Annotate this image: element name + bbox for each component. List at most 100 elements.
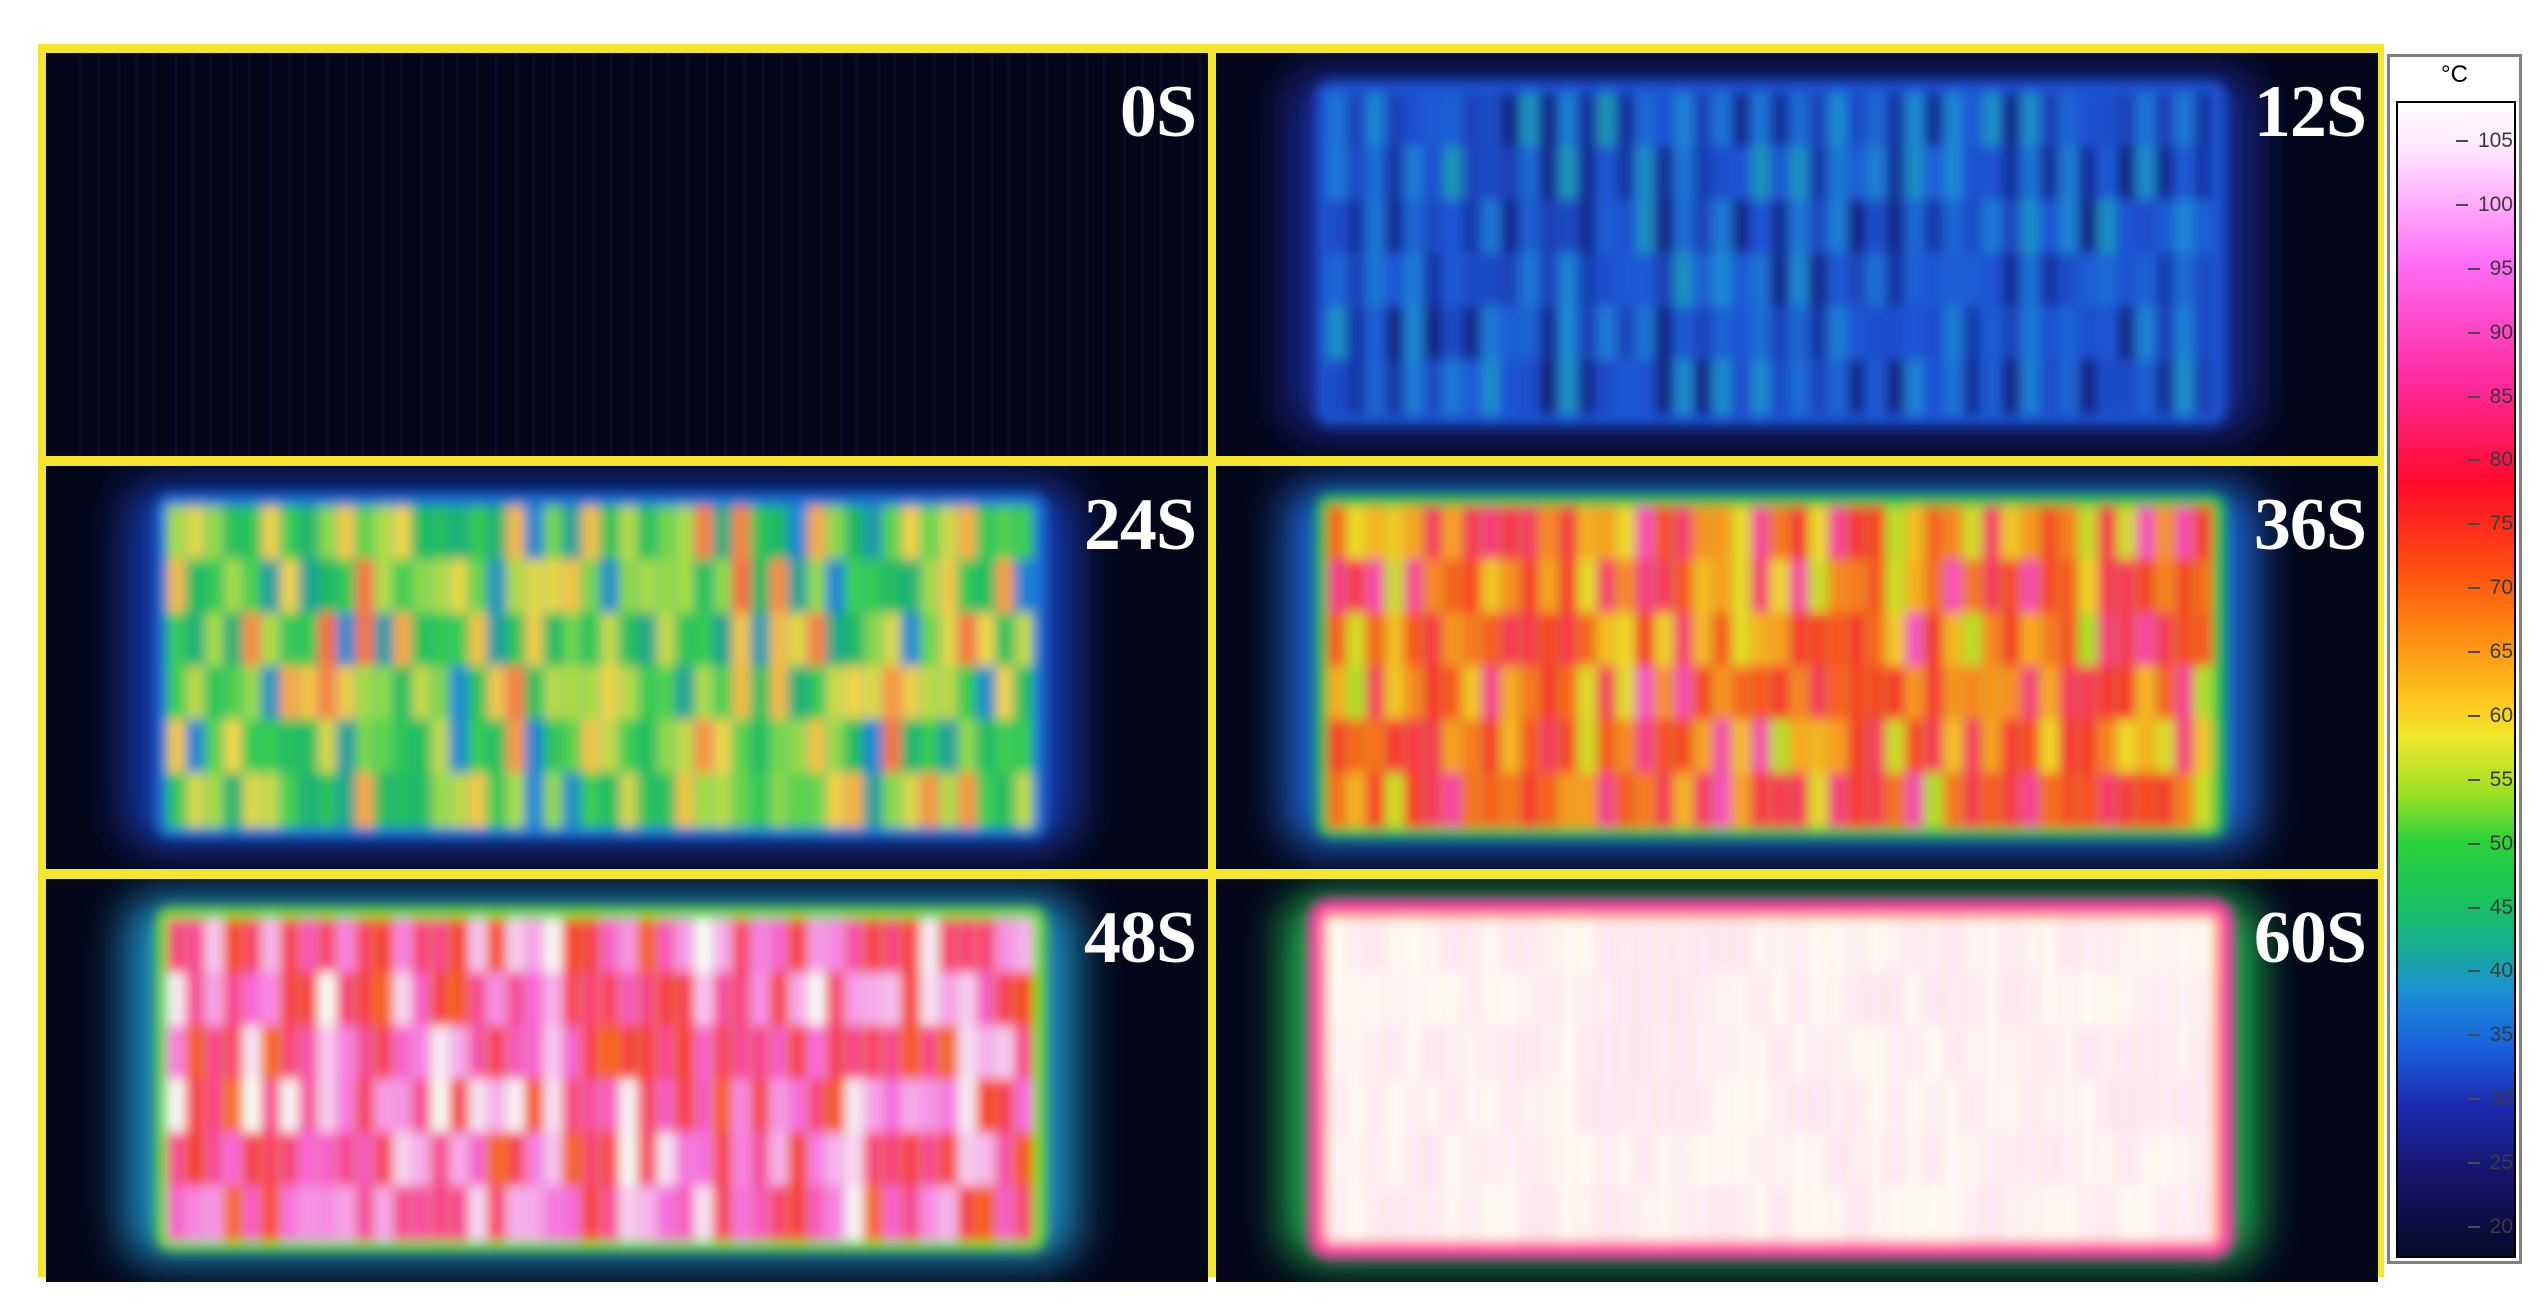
heat-stripe-segment: [375, 919, 392, 975]
heat-stripe-segment: [544, 719, 562, 775]
heat-stripe-segment: [2079, 559, 2097, 615]
heat-stripe-segment: [431, 972, 449, 1028]
heat-stripe-segment: [1328, 666, 1346, 722]
heat-stripe-segment: [1982, 1025, 2001, 1081]
heat-stripe-segment: [563, 666, 581, 722]
heat-stripe-segment: [883, 666, 901, 722]
heat-stripe-segment: [224, 1185, 242, 1241]
heat-stripe-segment: [770, 1025, 788, 1081]
heat-stripe-segment: [1636, 612, 1654, 668]
heat-stripe-segment: [1578, 199, 1596, 255]
heat-stripe-segment: [1385, 359, 1404, 415]
heat-stripe-segment: [1694, 666, 1712, 722]
heat-stripe-segment: [1809, 772, 1827, 828]
heat-stripe-segment: [205, 972, 223, 1028]
heat-stripe-segment: [1848, 253, 1866, 309]
heat-stripe-segment: [2156, 772, 2174, 828]
heat-stripe-segment: [1366, 1185, 1384, 1241]
heat-stripe-segment: [1424, 1185, 1442, 1241]
heat-stripe-segment: [977, 612, 995, 668]
heat-stripe-segment: [1443, 919, 1461, 975]
heat-stripe-segment: [506, 972, 524, 1028]
heat-stripe-segment: [789, 919, 807, 975]
heat-stripe-segment: [1443, 1132, 1461, 1188]
heat-stripe-segment: [1539, 1132, 1558, 1188]
heat-stripe-segment: [2175, 719, 2193, 775]
heat-stripe-segment: [1771, 1185, 1789, 1241]
heat-stripe-segment: [1713, 306, 1731, 362]
sample-stripe: [1102, 53, 1106, 456]
heat-stripe-segment: [224, 719, 242, 775]
heat-stripe-segment: [1597, 972, 1615, 1028]
heat-stripe-segment: [1771, 146, 1789, 202]
heat-stripe-segment: [1462, 772, 1481, 828]
heat-stripe-segment: [1925, 1025, 1943, 1081]
heat-stripe-segment: [1848, 666, 1866, 722]
heat-stripe-segment: [1790, 919, 1808, 975]
heat-stripe-segment: [1405, 506, 1423, 562]
heat-stripe-segment: [1520, 93, 1538, 149]
heat-stripe-segment: [1944, 1079, 1962, 1135]
heat-stripe-segment: [2040, 612, 2058, 668]
heat-stripe-segment: [1828, 1025, 1847, 1081]
heat-stripe-segment: [1328, 146, 1346, 202]
heat-stripe-segment: [1462, 919, 1481, 975]
heat-stripe-segment: [469, 1132, 487, 1188]
heat-stripe-segment: [1405, 146, 1423, 202]
heat-stripe-segment: [393, 1132, 411, 1188]
heat-stripe-segment: [563, 612, 581, 668]
heat-stripe-segment: [1385, 93, 1404, 149]
heat-stripe-segment: [1578, 1185, 1596, 1241]
heat-stripe-segment: [789, 1185, 807, 1241]
heat-stripe-segment: [2156, 253, 2174, 309]
heat-stripe-segment: [1771, 666, 1789, 722]
heat-stripe-segment: [2040, 1132, 2058, 1188]
heat-stripe-segment: [2175, 93, 2193, 149]
heat-stripe-segment: [1751, 1132, 1769, 1188]
heat-stripe-segment: [808, 972, 825, 1028]
heat-stripe-segment: [2156, 93, 2174, 149]
heat-stripe-segment: [2021, 146, 2039, 202]
heat-stripe-segment: [1405, 919, 1423, 975]
heat-stripe-segment: [2002, 1079, 2020, 1135]
heat-stripe-segment: [1347, 612, 1365, 668]
heat-stripe-segment: [676, 719, 694, 775]
sample-stripe: [1007, 53, 1010, 456]
heat-stripe-segment: [1636, 666, 1654, 722]
heat-stripe-segment: [1443, 359, 1461, 415]
heat-stripe-segment: [1462, 359, 1481, 415]
heat-stripe-segment: [1443, 1025, 1461, 1081]
heat-stripe-segment: [1597, 146, 1615, 202]
heat-stripe-segment: [281, 506, 298, 562]
heat-stripe-segment: [1015, 1185, 1033, 1241]
heat-stripe-segment: [2059, 719, 2078, 775]
heat-stripe-segment: [393, 1025, 411, 1081]
heat-stripe-segment: [1366, 199, 1384, 255]
heat-stripe-segment: [1982, 199, 2001, 255]
heat-stripe-segment: [186, 919, 204, 975]
heat-stripe-segment: [1848, 1132, 1866, 1188]
heat-stripe-segment: [751, 612, 769, 668]
heat-stripe-segment: [883, 1025, 901, 1081]
heat-stripe-segment: [770, 1079, 788, 1135]
heat-stripe-segment: [1963, 253, 1981, 309]
heat-stripe-segment: [1905, 359, 1924, 415]
heat-stripe-segment: [1347, 1025, 1365, 1081]
heat-stripe-segment: [243, 1185, 261, 1241]
temperature-color-scale: °C 105 100 95 90 85 80 75 70 65 60 55 50 45 40 35 30 25 2…: [2387, 54, 2522, 1264]
heat-stripe-segment: [1616, 1185, 1635, 1241]
heat-stripe-segment: [2040, 146, 2058, 202]
heat-stripe-segment: [412, 1025, 430, 1081]
heat-stripe-segment: [1867, 1132, 1885, 1188]
heat-stripe-segment: [1886, 93, 1904, 149]
heat-stripe-segment: [1559, 772, 1577, 828]
heat-stripe-segment: [582, 506, 600, 562]
heat-stripe-segment: [2098, 612, 2116, 668]
heat-stripe-segment: [1963, 306, 1981, 362]
heat-stripe-segment: [808, 666, 825, 722]
heat-stripe-segment: [1462, 666, 1481, 722]
heat-stripe-segment: [1539, 612, 1558, 668]
heat-stripe-segment: [1482, 253, 1500, 309]
heat-stripe-segment: [1347, 253, 1365, 309]
heat-stripe-segment: [1886, 1025, 1904, 1081]
